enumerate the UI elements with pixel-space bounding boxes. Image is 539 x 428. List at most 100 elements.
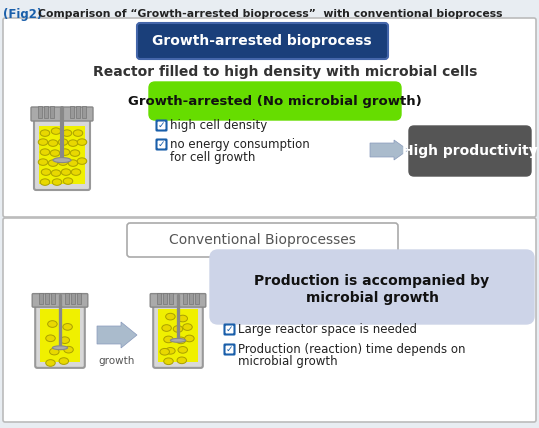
Text: High productivity: High productivity (402, 144, 538, 158)
Bar (77, 293, 81, 304)
Bar (71, 293, 75, 304)
Ellipse shape (160, 348, 169, 355)
Text: microbial growth: microbial growth (306, 291, 439, 305)
Ellipse shape (165, 313, 175, 320)
Text: high cell density: high cell density (170, 119, 267, 132)
Bar (82, 106, 86, 118)
Ellipse shape (178, 347, 188, 353)
FancyBboxPatch shape (137, 23, 388, 59)
Ellipse shape (53, 158, 71, 163)
Ellipse shape (173, 326, 183, 332)
Bar (158, 309, 198, 362)
Bar (189, 293, 193, 304)
Bar (39, 126, 85, 184)
Ellipse shape (77, 139, 87, 146)
Ellipse shape (64, 346, 73, 353)
FancyBboxPatch shape (149, 82, 401, 120)
Text: Conventional Bioprocesses: Conventional Bioprocesses (169, 233, 355, 247)
Bar (157, 293, 161, 304)
Ellipse shape (46, 360, 56, 366)
Ellipse shape (73, 130, 83, 137)
Ellipse shape (178, 315, 188, 322)
Ellipse shape (185, 335, 194, 342)
Text: ✓: ✓ (226, 345, 233, 354)
Bar (51, 293, 55, 304)
Ellipse shape (47, 321, 57, 327)
Ellipse shape (60, 337, 70, 344)
Ellipse shape (71, 169, 81, 175)
Ellipse shape (40, 130, 50, 137)
Ellipse shape (40, 149, 50, 155)
Ellipse shape (38, 139, 48, 146)
Text: ✓: ✓ (158, 140, 165, 149)
Ellipse shape (42, 169, 51, 175)
Ellipse shape (52, 346, 67, 350)
Text: Growth-arrested bioprocess: Growth-arrested bioprocess (152, 34, 372, 48)
FancyBboxPatch shape (225, 345, 234, 354)
Ellipse shape (165, 348, 175, 354)
Bar (50, 106, 54, 118)
Ellipse shape (162, 325, 171, 331)
Ellipse shape (176, 337, 185, 344)
FancyBboxPatch shape (225, 324, 234, 335)
Ellipse shape (38, 159, 48, 165)
Ellipse shape (170, 339, 185, 342)
Ellipse shape (63, 178, 73, 184)
Ellipse shape (51, 170, 61, 176)
Bar (169, 293, 173, 304)
Ellipse shape (50, 348, 59, 355)
Bar (39, 293, 43, 304)
Bar (65, 293, 69, 304)
Text: Comparison of “Growth-arrested bioprocess”  with conventional bioprocess: Comparison of “Growth-arrested bioproces… (38, 9, 502, 19)
FancyBboxPatch shape (32, 294, 88, 307)
Text: Production (reaction) time depends on: Production (reaction) time depends on (238, 343, 466, 356)
Bar (183, 293, 187, 304)
Text: microbial growth: microbial growth (238, 356, 337, 369)
FancyArrow shape (370, 140, 408, 160)
Ellipse shape (46, 335, 56, 342)
FancyArrow shape (97, 322, 137, 348)
Text: (Fig2): (Fig2) (3, 8, 42, 21)
Ellipse shape (62, 130, 72, 137)
FancyBboxPatch shape (3, 218, 536, 422)
FancyBboxPatch shape (156, 140, 167, 149)
Ellipse shape (177, 357, 186, 364)
Bar (44, 106, 48, 118)
Ellipse shape (183, 324, 192, 330)
Ellipse shape (68, 160, 78, 166)
Text: Reactor filled to high density with microbial cells: Reactor filled to high density with micr… (93, 65, 477, 79)
Ellipse shape (49, 160, 58, 166)
FancyBboxPatch shape (409, 126, 531, 176)
Ellipse shape (70, 150, 80, 156)
Ellipse shape (61, 169, 71, 175)
FancyBboxPatch shape (31, 107, 93, 121)
FancyBboxPatch shape (35, 302, 85, 368)
Ellipse shape (63, 324, 72, 330)
Bar (45, 293, 49, 304)
Ellipse shape (40, 179, 50, 185)
Bar (38, 106, 42, 118)
Bar (76, 106, 80, 118)
Ellipse shape (164, 336, 173, 343)
FancyBboxPatch shape (153, 302, 203, 368)
FancyBboxPatch shape (150, 294, 206, 307)
Bar (163, 293, 167, 304)
Ellipse shape (51, 128, 61, 134)
Text: for cell growth: for cell growth (170, 151, 255, 163)
Text: Production is accompanied by: Production is accompanied by (254, 274, 489, 288)
Text: growth: growth (99, 356, 135, 366)
FancyBboxPatch shape (156, 121, 167, 131)
Ellipse shape (58, 159, 68, 165)
Ellipse shape (77, 158, 87, 164)
FancyBboxPatch shape (34, 116, 90, 190)
Ellipse shape (60, 149, 70, 155)
Bar (40, 309, 80, 362)
Ellipse shape (58, 139, 68, 146)
Text: Growth-arrested (No microbial growth): Growth-arrested (No microbial growth) (128, 95, 422, 107)
FancyBboxPatch shape (127, 223, 398, 257)
Ellipse shape (52, 179, 62, 185)
Ellipse shape (50, 150, 60, 156)
Ellipse shape (59, 358, 68, 364)
Text: ✓: ✓ (226, 325, 233, 334)
Ellipse shape (68, 140, 78, 146)
